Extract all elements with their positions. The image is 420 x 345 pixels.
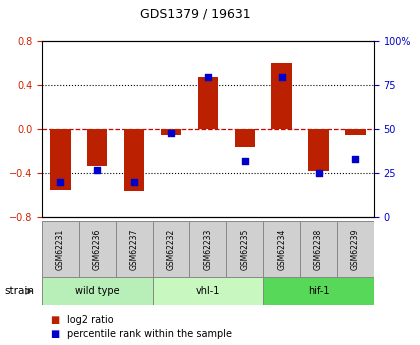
Text: strain: strain	[4, 286, 34, 296]
Bar	[152, 277, 263, 305]
Point	[278, 74, 285, 79]
Bar	[50, 129, 71, 190]
Bar	[345, 129, 365, 135]
Bar	[116, 221, 152, 278]
Text: ■: ■	[50, 329, 60, 338]
Text: vhl-1: vhl-1	[196, 286, 220, 296]
Point	[57, 179, 64, 185]
Text: hif-1: hif-1	[308, 286, 329, 296]
Text: log2 ratio: log2 ratio	[67, 315, 114, 325]
Point	[94, 167, 101, 172]
Text: ■: ■	[50, 315, 60, 325]
Point	[131, 179, 137, 185]
Bar	[271, 63, 292, 129]
Text: GSM62233: GSM62233	[203, 229, 213, 270]
Text: GSM62231: GSM62231	[56, 229, 65, 270]
Text: GDS1379 / 19631: GDS1379 / 19631	[140, 8, 251, 21]
Point	[241, 158, 248, 164]
Bar	[235, 129, 255, 147]
Point	[352, 157, 359, 162]
Bar	[337, 221, 374, 278]
Bar	[161, 129, 181, 135]
Text: GSM62234: GSM62234	[277, 229, 286, 270]
Bar	[300, 221, 337, 278]
Text: GSM62235: GSM62235	[240, 229, 249, 270]
Bar	[152, 221, 189, 278]
Point	[168, 130, 174, 136]
Bar	[124, 129, 144, 191]
Text: wild type: wild type	[75, 286, 120, 296]
Bar	[226, 221, 263, 278]
Bar	[308, 129, 328, 171]
Text: GSM62236: GSM62236	[93, 229, 102, 270]
Text: GSM62238: GSM62238	[314, 229, 323, 270]
Text: GSM62237: GSM62237	[130, 229, 139, 270]
Bar	[263, 277, 374, 305]
Point	[205, 74, 211, 79]
Bar	[79, 221, 116, 278]
Text: percentile rank within the sample: percentile rank within the sample	[67, 329, 232, 338]
Bar	[189, 221, 226, 278]
Bar	[263, 221, 300, 278]
Bar	[42, 221, 79, 278]
Point	[315, 171, 322, 176]
Bar	[42, 277, 152, 305]
Bar	[198, 77, 218, 129]
Text: GSM62239: GSM62239	[351, 229, 360, 270]
Bar	[87, 129, 108, 166]
Text: GSM62232: GSM62232	[167, 229, 176, 270]
